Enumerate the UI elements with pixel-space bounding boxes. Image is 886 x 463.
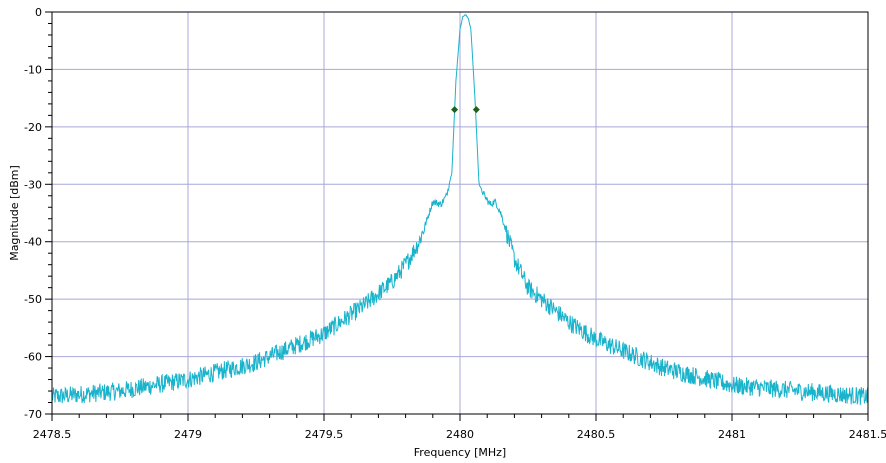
- grid: [52, 12, 868, 414]
- marker-point: [451, 106, 459, 114]
- markers-layer: [451, 106, 480, 114]
- minor-ticks: [48, 22, 842, 418]
- y-tick-label: -10: [24, 63, 42, 76]
- x-axis-label: Frequency [MHz]: [414, 446, 506, 459]
- x-tick-label: 2481: [718, 428, 746, 441]
- x-tick-label: 2480.5: [577, 428, 616, 441]
- y-tick-label: -60: [24, 351, 42, 364]
- x-tick-label: 2479.5: [305, 428, 344, 441]
- y-tick-label: 0: [35, 6, 42, 19]
- y-axis-label: Magnitude [dBm]: [8, 165, 21, 261]
- x-axis-ticks: 2478.5 2479 2479.5 2480 2480.5 2481 2481.5: [33, 414, 886, 441]
- x-tick-label: 2480: [446, 428, 474, 441]
- y-tick-label: -40: [24, 236, 42, 249]
- marker-point: [472, 106, 480, 114]
- series-layer: [51, 13, 869, 406]
- y-tick-label: -50: [24, 293, 42, 306]
- x-tick-label: 2481.5: [849, 428, 886, 441]
- y-tick-label: -20: [24, 121, 42, 134]
- y-tick-label: -30: [24, 178, 42, 191]
- x-tick-label: 2478.5: [33, 428, 72, 441]
- x-tick-label: 2479: [174, 428, 202, 441]
- series-line: [51, 13, 869, 406]
- y-tick-label: -70: [24, 408, 42, 421]
- y-axis-ticks: 0 -10 -20 -30 -40 -50 -60 -70: [24, 6, 52, 421]
